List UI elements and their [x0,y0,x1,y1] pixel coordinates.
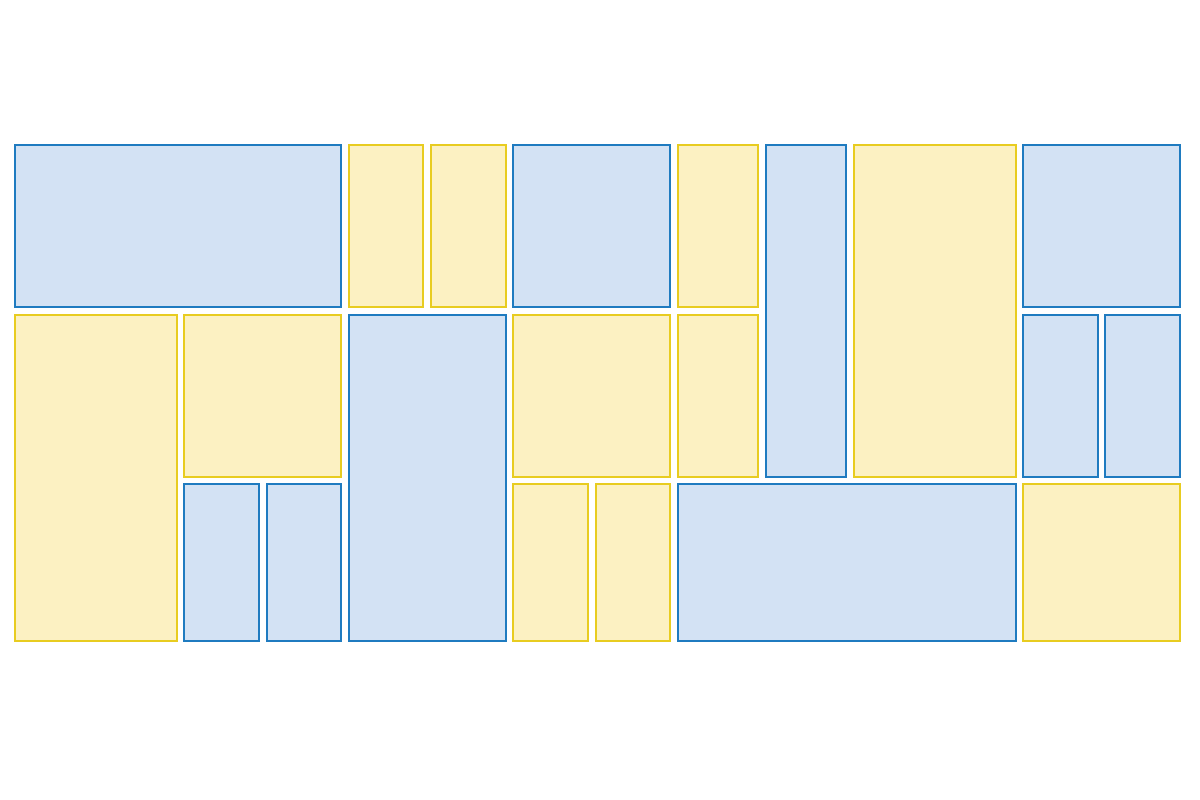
tile [183,483,260,642]
tile [266,483,342,642]
tile [512,314,671,478]
tile [765,144,847,478]
tile [512,483,589,642]
tile [348,144,424,308]
tile [677,314,759,478]
tile [677,483,1017,642]
tile [1022,314,1099,478]
tile [1104,314,1181,478]
tile [430,144,507,308]
tile [677,144,759,308]
tile [348,314,507,642]
tile [853,144,1017,478]
tile [1022,144,1181,308]
tile [14,144,342,308]
tile [512,144,671,308]
tile [183,314,342,478]
tile [595,483,671,642]
tile [14,314,178,642]
tile [1022,483,1181,642]
